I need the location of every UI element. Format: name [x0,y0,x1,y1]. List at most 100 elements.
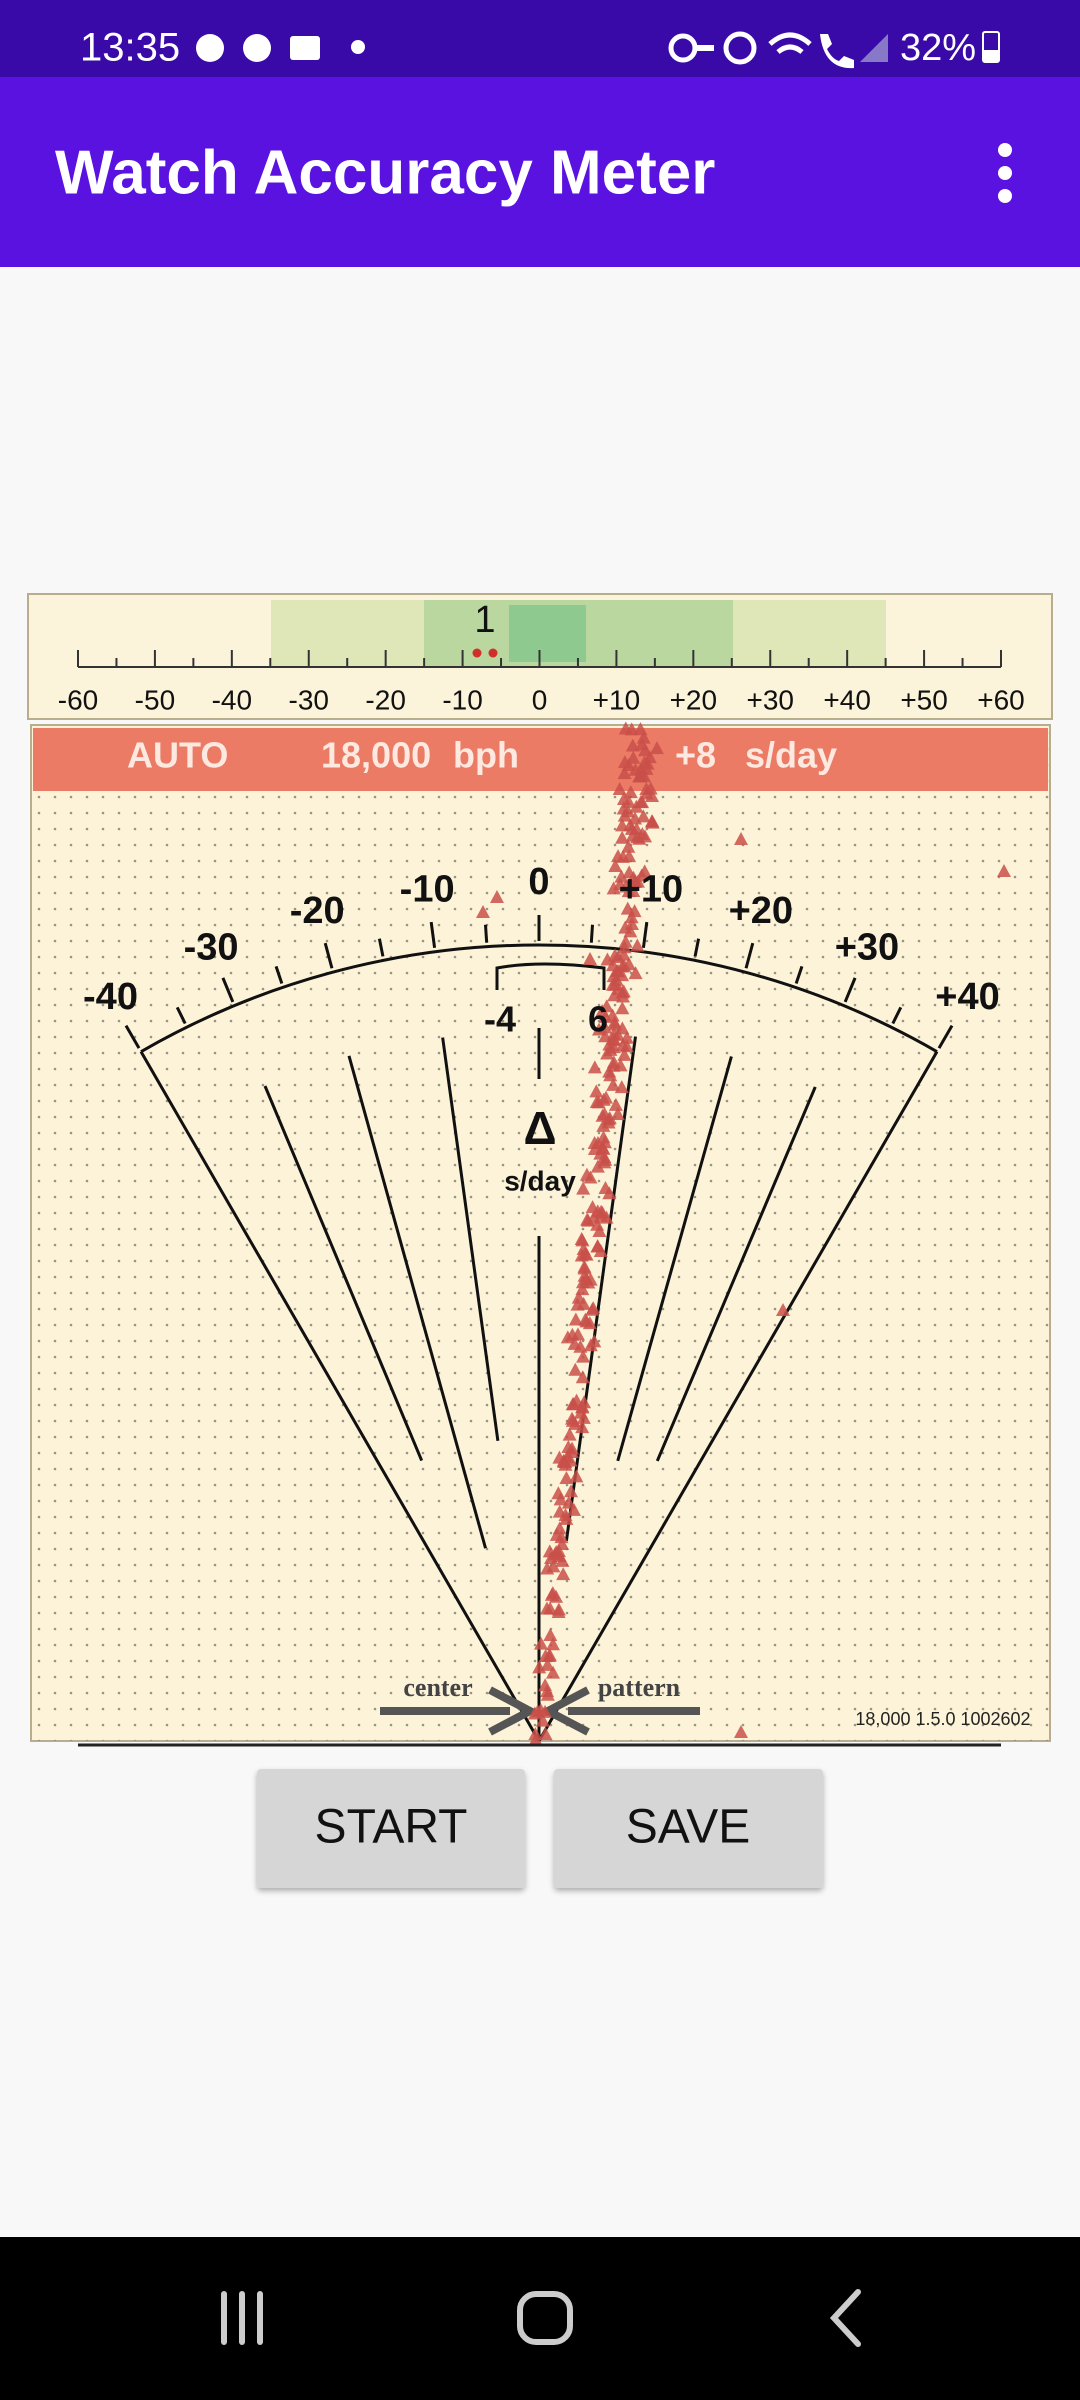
start-button[interactable]: START [257,1769,525,1888]
measurement-point [617,755,632,769]
measurement-point [542,1648,557,1662]
dial-tick [323,942,334,969]
measurement-point [602,1186,617,1200]
measurement-point [602,1037,617,1051]
scale-label: +30 [747,684,795,715]
back-button[interactable] [829,2289,861,2347]
dial-label: +10 [619,868,683,910]
measurement-point [603,1068,618,1082]
measurement-point [619,1039,634,1053]
scale-label: +40 [823,684,871,715]
measurement-point [603,1042,618,1056]
home-button[interactable] [517,2291,573,2345]
measurement-point [576,1349,591,1363]
delta-symbol: Δ [523,1102,556,1154]
measurement-point [617,1047,632,1061]
dial-spoke [441,1037,500,1442]
measurement-point [567,1336,582,1350]
measurement-point [565,1327,580,1341]
measurement-point [552,1504,567,1518]
measurement-point [576,1410,591,1424]
measurement-point [635,737,650,751]
measurement-point [562,1427,577,1441]
scale-label: +20 [670,684,718,715]
battery-level [984,50,998,61]
measurement-point [585,1302,600,1316]
measurement-point [618,934,633,948]
dial-spoke [655,1086,817,1462]
dial-tick [124,1024,141,1049]
measurement-point [590,1239,605,1253]
save-button-bg[interactable] [554,1769,823,1888]
measurement-point [615,1001,630,1015]
measurement-point [606,969,621,983]
measurement-point [630,938,645,952]
dial-tick [693,938,701,957]
measurement-point [614,869,629,883]
measurement-point [642,750,657,764]
measurement-point [556,1567,571,1581]
measurement-point [734,832,748,845]
measurement-point [615,1021,630,1035]
measurement-point [569,1393,584,1407]
measurement-point [569,1469,584,1483]
measurement-point [621,884,636,898]
recent-apps-button[interactable] [221,2291,263,2345]
dial-spoke [537,1050,939,1742]
dial-arc [140,943,938,1053]
delta-unit: s/day [504,1165,576,1196]
measurement-point [610,1106,625,1120]
measurement-point [555,1536,570,1550]
dial-spoke [139,1050,541,1742]
measurement-point [608,1097,623,1111]
measurement-point [636,730,651,744]
measurement-point [597,1107,612,1121]
measurement-point [558,1455,573,1469]
measurement-point [636,809,651,823]
measurement-point [590,1159,605,1173]
dial-tick [843,977,857,1003]
measurement-point [645,814,660,828]
measurement-point [587,1060,602,1074]
measurement-point [528,1727,543,1741]
pattern-label: pattern [598,1673,681,1702]
measurement-point [540,1561,555,1575]
measurement-point [538,1727,553,1741]
save-button[interactable]: SAVE [554,1769,823,1888]
measurement-point [615,830,630,844]
measurement-point [606,881,621,895]
nav-bar [0,2237,1080,2400]
measurement-point [549,1589,564,1603]
version-label: 18,000 1.5.0 1002602 [855,1709,1030,1729]
dial-label: -30 [184,926,239,968]
overflow-menu[interactable] [998,143,1012,203]
measurement-point [627,874,642,888]
dial-spoke [616,1056,733,1462]
measurement-point [776,1303,790,1316]
measurement-point [590,1204,605,1218]
measurement-point [555,1553,570,1567]
save-button-label[interactable]: SAVE [626,1801,751,1854]
measurement-point [543,1601,558,1615]
measurement-point [561,1439,576,1453]
measurement-point [590,1136,605,1150]
measurement-point [575,1282,590,1296]
dial [124,915,954,1742]
measurement-point [552,1450,567,1464]
start-button-label[interactable]: START [315,1801,468,1854]
dial-tick [891,1006,903,1025]
indicator-dot [472,648,482,658]
range-high: 6 [588,999,608,1040]
mode-label: AUTO [127,735,228,776]
start-button-bg[interactable] [257,1769,525,1888]
status-banner [33,728,1048,791]
measurement-point [540,1657,555,1671]
measurement-point [606,1058,621,1072]
measurement-point [612,781,627,795]
dial-label: -10 [400,868,455,910]
measurement-point [637,864,652,878]
battery-percent: 32% [900,27,976,69]
measurement-point [607,1015,622,1029]
indicator-dot [488,648,498,658]
